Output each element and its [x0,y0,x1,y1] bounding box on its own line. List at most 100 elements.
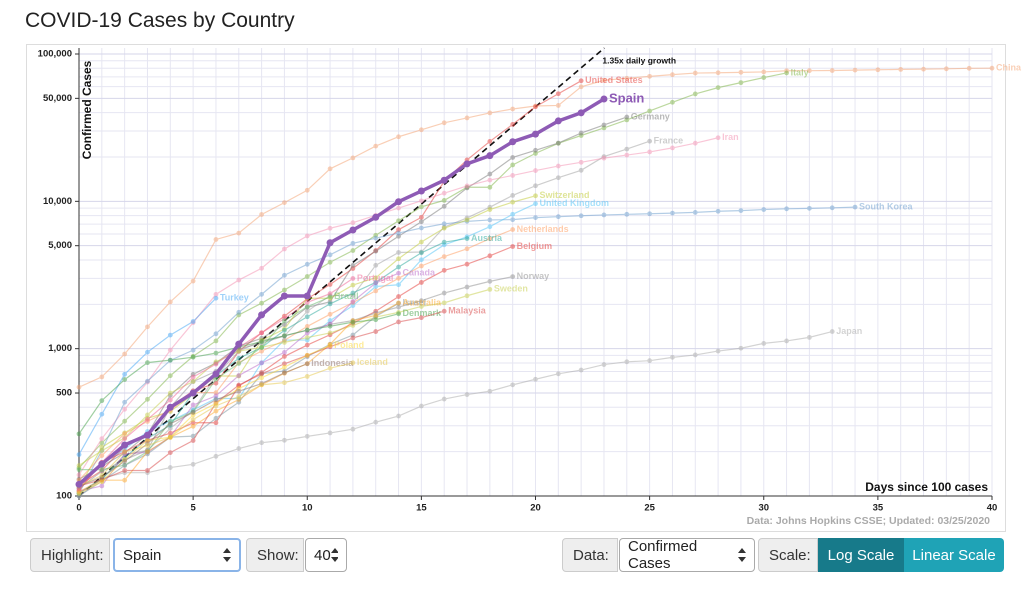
x-tick-label: 0 [76,503,81,514]
data-point [396,256,401,262]
data-point [282,327,287,333]
data-point [578,84,584,90]
data-point [350,299,356,304]
data-point [259,348,264,354]
data-point [373,312,379,318]
data-point [715,85,721,91]
data-point [350,248,356,253]
data-point [76,491,82,496]
data-point [282,272,287,278]
data-point [122,399,128,405]
show-select[interactable]: 40 [305,538,347,572]
data-point [418,204,424,210]
data-point [555,163,561,169]
data-point [510,211,516,217]
data-point [487,253,493,259]
data-point [304,314,310,320]
data-point [396,270,401,276]
data-point [76,472,82,478]
highlight-label: Highlight: [30,538,110,572]
data-point [396,413,401,419]
data-select[interactable]: Confirmed Cases [619,538,755,572]
scale-label: Scale: [758,538,818,572]
y-tick-label: 100,000 [38,49,72,60]
data-point [99,448,105,454]
series-label: Spain [609,90,644,105]
data-point [350,276,356,281]
series-label: France [654,136,684,146]
data-point [510,193,516,198]
series-label: Austria [471,233,503,243]
data-point [213,415,219,421]
data-point [396,311,401,317]
data-point [304,261,310,267]
data-point [282,364,287,370]
data-point [464,115,470,121]
data-point [396,205,401,211]
data-point [989,65,995,71]
data-point [327,301,333,307]
data-point [396,134,401,140]
highlight-select[interactable]: Spain [113,538,241,572]
data-point [463,160,471,168]
data-point [761,75,767,80]
data-point [326,239,334,247]
data-point [373,329,379,334]
data-point [555,175,561,181]
data-point [236,230,242,236]
data-point [554,117,562,125]
data-point [373,143,379,149]
data-point [441,267,447,273]
linear-scale-button[interactable]: Linear Scale [904,538,1004,572]
data-point [624,152,630,158]
data-point [190,319,196,324]
data-point [441,254,447,259]
data-point [578,213,584,219]
data-point [236,388,242,394]
data-point [943,66,949,72]
data-point [510,199,516,205]
data-point [167,390,173,396]
data-point [167,299,173,305]
data-point [327,365,333,371]
y-axis-label: Confirmed Cases [80,60,94,159]
log-scale-button[interactable]: Log Scale [818,538,904,572]
data-point [715,348,721,354]
series-line [78,344,331,495]
data-point [236,277,242,283]
data-point [807,334,812,340]
data-point [373,280,379,286]
data-point [510,155,516,160]
y-tick-label: 500 [56,388,72,399]
data-point [533,104,538,110]
data-point [396,304,401,310]
data-point [509,138,517,146]
data-point [441,120,447,126]
data-point [396,300,401,306]
data-point [122,436,128,442]
data-point [213,397,219,403]
data-point [395,198,403,206]
data-point [304,274,310,279]
data-point [99,440,105,446]
data-point [487,224,493,230]
data-point [577,109,585,117]
data-point [304,324,310,329]
data-point [122,463,128,468]
select-arrow [223,548,231,562]
data-point [327,430,333,436]
data-point [510,162,516,168]
data-point [99,398,105,404]
data-point [373,235,379,241]
data-point [578,367,584,373]
data-point [167,347,173,353]
data-point [259,330,264,336]
data-point [190,379,196,384]
data-point [99,472,105,478]
series-label: Italy [791,67,809,77]
data-point [578,159,584,165]
data-point [373,317,379,323]
chart-frame [26,44,1006,532]
data-point [304,187,310,193]
data-point [647,211,653,217]
